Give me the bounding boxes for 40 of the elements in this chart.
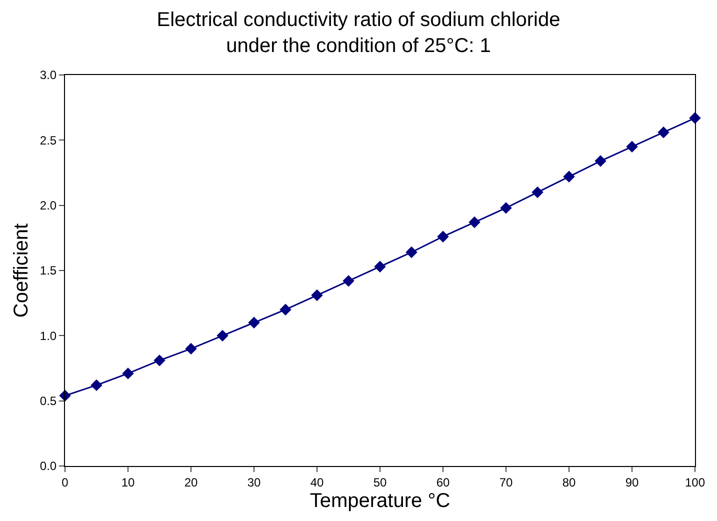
- point: [154, 354, 166, 366]
- point: [216, 330, 228, 342]
- y-tick-label: 0.0: [40, 459, 57, 474]
- y-tick-label: 2.5: [40, 133, 57, 148]
- y-tick-label: 1.0: [40, 328, 57, 343]
- y-tick-label: 3.0: [40, 68, 57, 82]
- x-tick-label: 40: [310, 475, 324, 490]
- point: [90, 379, 102, 392]
- x-tick-label: 100: [684, 475, 706, 490]
- point: [563, 170, 575, 183]
- point: [500, 202, 512, 214]
- x-tick-label: 0: [62, 475, 69, 490]
- point: [658, 126, 670, 138]
- y-axis-title: Coefficient: [10, 222, 32, 318]
- x-tick-label: 70: [499, 475, 513, 490]
- chart-title: Electrical conductivity ratio of sodium chloride under the condition of 25°C: 1: [156, 9, 560, 58]
- point: [342, 275, 354, 287]
- point: [532, 186, 544, 198]
- point: [311, 289, 323, 302]
- x-tick-label: 20: [184, 475, 198, 490]
- x-tick-label: 60: [436, 475, 450, 490]
- point: [437, 230, 449, 242]
- y-tick-label: 0.5: [40, 394, 57, 408]
- point: [185, 342, 197, 355]
- x-tick-label: 80: [562, 475, 576, 490]
- point: [626, 140, 638, 153]
- point: [280, 304, 292, 316]
- point: [374, 260, 386, 272]
- y-tick-label: 2.0: [40, 198, 57, 213]
- x-axis-title: Temperature °C: [310, 490, 450, 512]
- x-tick-label: 10: [121, 475, 135, 490]
- x-tick-label: 50: [373, 475, 387, 490]
- x-tick-label: 90: [625, 475, 639, 490]
- point: [248, 316, 260, 328]
- y-tick-label: 1.5: [40, 264, 57, 278]
- x-tick-label: 30: [247, 475, 261, 490]
- point: [468, 216, 480, 228]
- point: [594, 155, 606, 167]
- point: [406, 246, 418, 258]
- point: [122, 368, 134, 380]
